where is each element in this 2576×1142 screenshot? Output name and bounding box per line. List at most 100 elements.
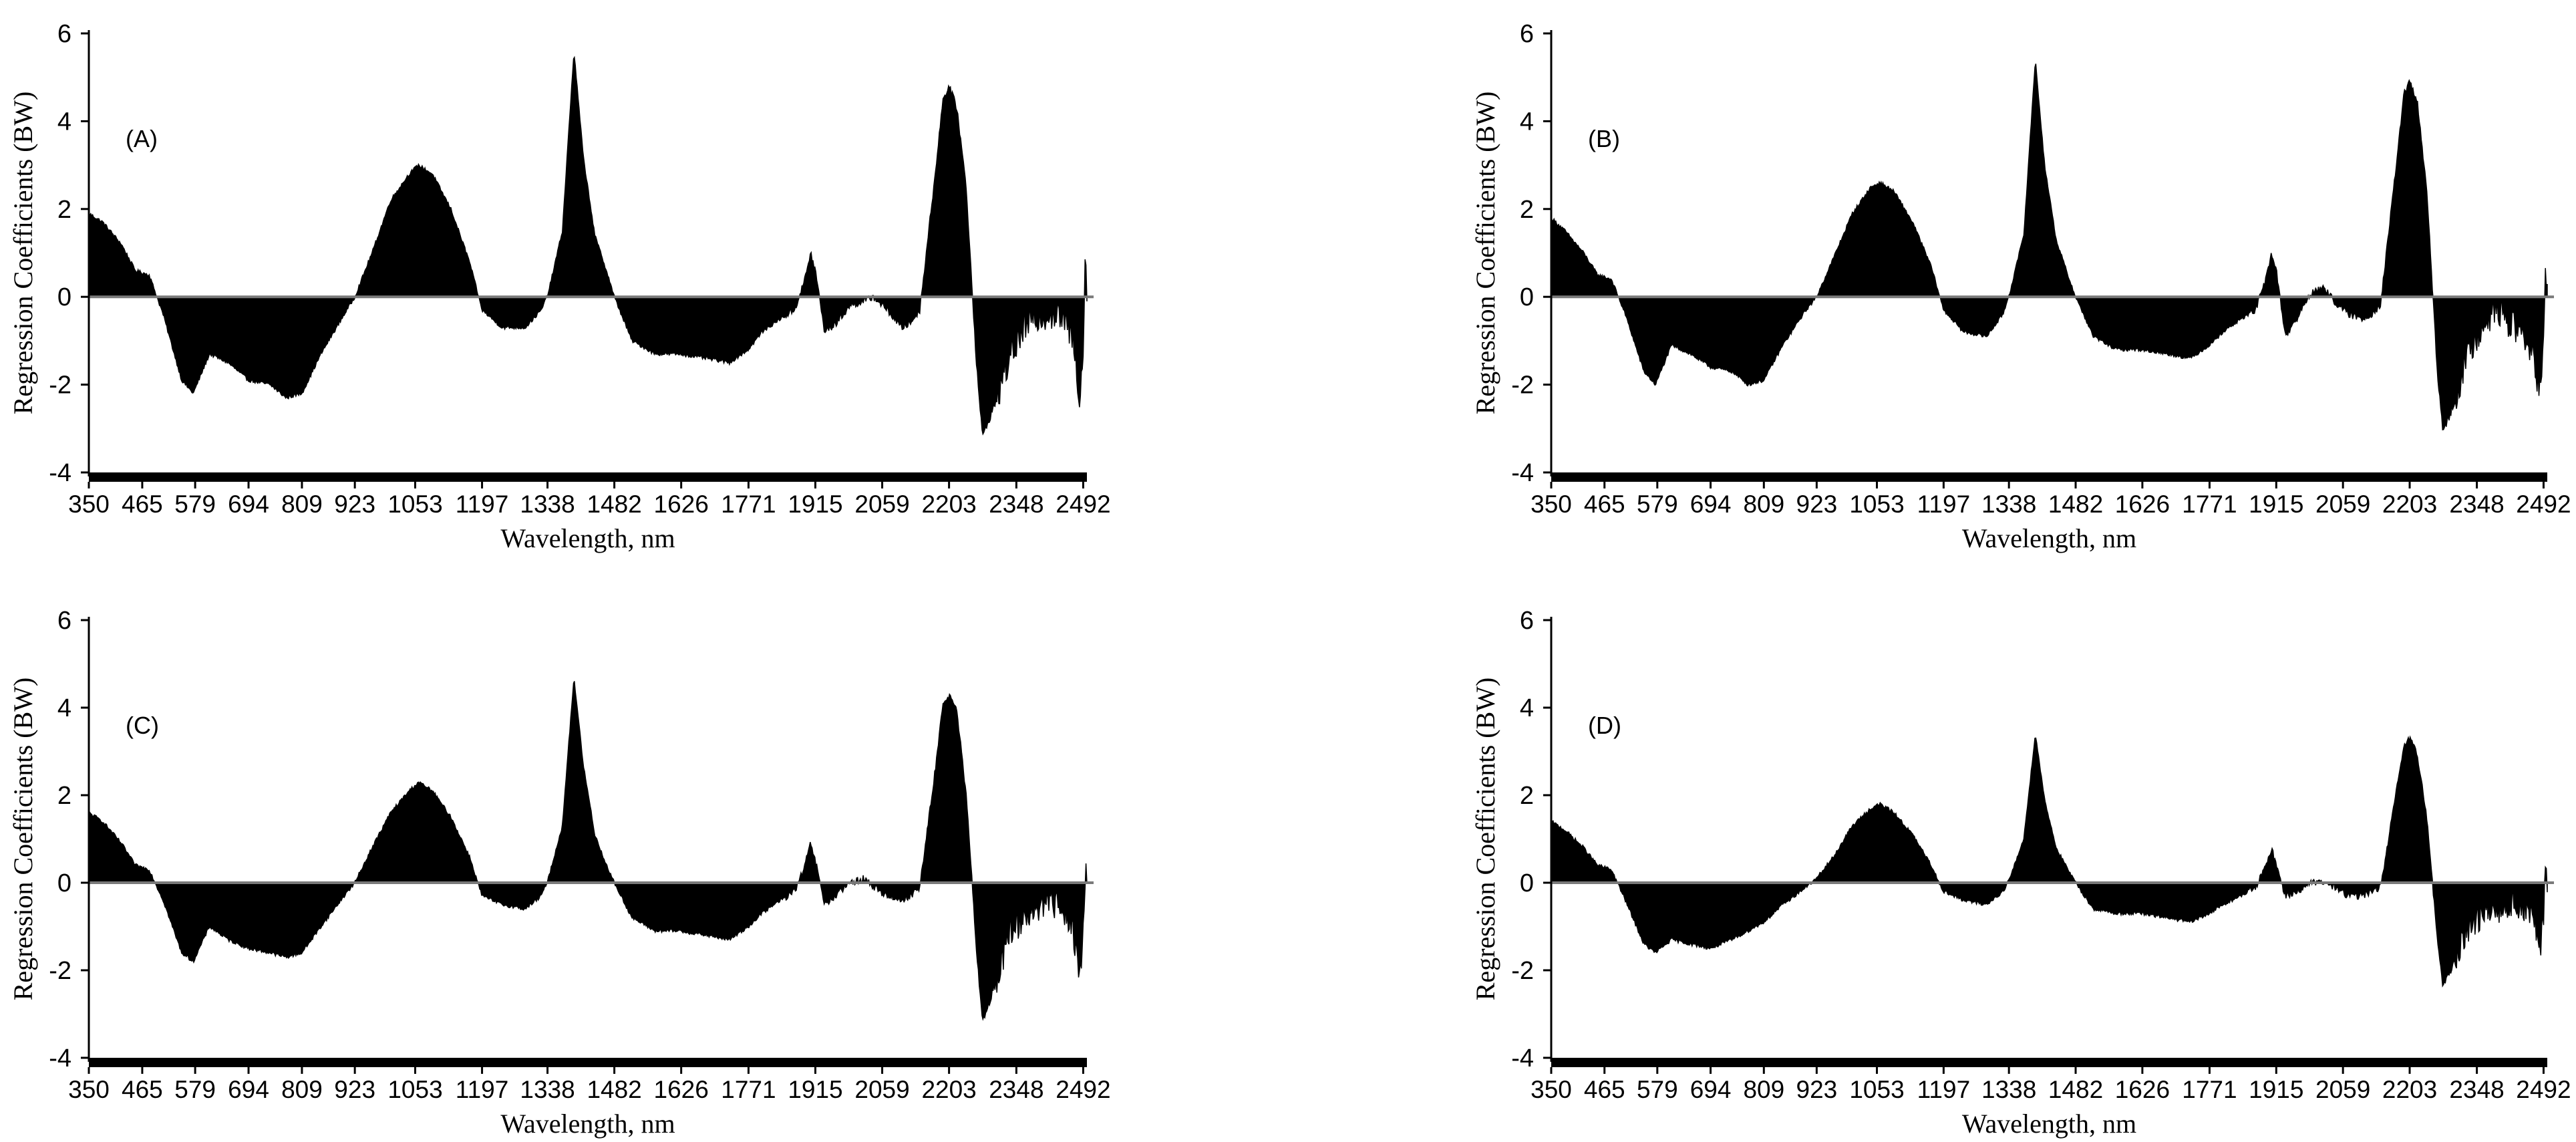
x-tick-label: 1626 <box>654 1076 709 1103</box>
x-tick-label: 2492 <box>2516 490 2571 518</box>
x-tick-label: 1482 <box>2048 1076 2103 1103</box>
x-tick-label: 579 <box>1637 490 1678 518</box>
x-tick-label: 1338 <box>1981 490 2036 518</box>
y-tick-label: -2 <box>49 957 71 985</box>
y-tick-label: 4 <box>1520 108 1534 136</box>
x-tick-label: 1482 <box>587 490 641 518</box>
y-tick-label: -4 <box>49 1044 71 1073</box>
x-tick-label: 350 <box>68 1076 110 1103</box>
x-tick-label: 2492 <box>1056 490 1110 518</box>
x-tick-label: 1771 <box>2182 1076 2237 1103</box>
y-tick-label: 6 <box>1520 607 1534 635</box>
y-tick-label: 6 <box>1520 20 1534 48</box>
panel-d: -4 -2 0 2 4 6 350 465 579 694 809 923 1053 1197 1338 14… <box>1470 607 2571 1139</box>
x-tick-label: 579 <box>1637 1076 1678 1103</box>
x-tick-label: 1338 <box>520 490 575 518</box>
x-tick-label: 2203 <box>921 1076 976 1103</box>
x-tick-label: 1197 <box>456 490 509 518</box>
y-tick-label: -4 <box>1511 1044 1534 1073</box>
x-tick-label: 809 <box>281 490 323 518</box>
x-tick-label: 923 <box>334 1076 375 1103</box>
x-tick-label: 2348 <box>989 1076 1043 1103</box>
x-tick-label: 809 <box>281 1076 323 1103</box>
series-area <box>1551 735 2548 988</box>
x-tick-label: 2492 <box>2516 1076 2571 1103</box>
x-tick-label: 1771 <box>721 1076 776 1103</box>
panel-label: (C) <box>126 712 159 739</box>
x-tick-label: 2348 <box>2449 490 2504 518</box>
y-axis-label: Regression Coefficients (BW) <box>8 92 38 415</box>
panel-label: (A) <box>126 125 158 152</box>
panel-a: -4 -2 0 2 4 6 350 465 579 694 809 923 1053 1197 1338 14… <box>8 20 1111 553</box>
panel-label: (B) <box>1588 125 1620 152</box>
x-tick-label: 1197 <box>1917 490 1971 518</box>
x-tick-label: 1626 <box>654 490 709 518</box>
series-area <box>88 681 1088 1021</box>
x-tick-label: 1626 <box>2115 1076 2170 1103</box>
x-axis-label: Wavelength, nm <box>500 523 675 553</box>
x-axis <box>1551 472 2547 482</box>
x-tick-label: 1771 <box>721 490 776 518</box>
y-tick-label: 2 <box>57 782 71 810</box>
x-tick-label: 694 <box>228 1076 269 1103</box>
y-axis-label: Regression Coefficients (BW) <box>1470 92 1500 415</box>
x-tick-label: 2203 <box>2382 490 2437 518</box>
y-tick-label: 4 <box>57 694 71 722</box>
x-tick-label: 1197 <box>456 1076 509 1103</box>
x-tick-label: 1338 <box>520 1076 575 1103</box>
panel-c: -4 -2 0 2 4 6 350 465 579 694 809 923 1053 1197 1338 14… <box>8 607 1111 1139</box>
x-axis-label: Wavelength, nm <box>1962 1109 2136 1139</box>
x-tick-label: 1053 <box>1849 490 1904 518</box>
x-tick-label: 465 <box>122 490 163 518</box>
series-area <box>88 55 1088 436</box>
x-tick-label: 2203 <box>921 490 976 518</box>
x-tick-label: 2348 <box>2449 1076 2504 1103</box>
y-tick-label: 4 <box>57 108 71 136</box>
panel-b: -4 -2 0 2 4 6 350 465 579 694 809 923 1053 1197 1338 14… <box>1470 20 2571 553</box>
y-tick-label: 2 <box>1520 196 1534 224</box>
x-tick-label: 2059 <box>854 490 909 518</box>
y-tick-label: -2 <box>1511 957 1534 985</box>
y-tick-label: -4 <box>1511 459 1534 487</box>
x-tick-label: 1626 <box>2115 490 2170 518</box>
x-tick-label: 350 <box>1531 1076 1572 1103</box>
x-tick-label: 1197 <box>1917 1076 1971 1103</box>
x-tick-label: 2203 <box>2382 1076 2437 1103</box>
y-axis-label: Regression Coefficients (BW) <box>8 678 38 1001</box>
x-tick-label: 1053 <box>387 1076 442 1103</box>
x-tick-label: 694 <box>228 490 269 518</box>
x-tick-label: 465 <box>122 1076 163 1103</box>
x-tick-label: 465 <box>1584 1076 1625 1103</box>
x-tick-label: 923 <box>1796 1076 1838 1103</box>
x-tick-label: 923 <box>1796 490 1838 518</box>
y-axis-label: Regression Coefficients (BW) <box>1470 678 1500 1001</box>
y-tick-label: 4 <box>1520 694 1534 722</box>
y-tick-label: 2 <box>1520 782 1534 810</box>
x-tick-label: 1915 <box>788 490 842 518</box>
x-tick-label: 1053 <box>387 490 442 518</box>
x-tick-label: 579 <box>174 490 216 518</box>
x-tick-label: 2059 <box>2315 1076 2370 1103</box>
x-tick-label: 694 <box>1690 490 1732 518</box>
series-area <box>1551 63 2548 431</box>
x-tick-label: 2059 <box>2315 490 2370 518</box>
x-tick-label: 1338 <box>1981 1076 2036 1103</box>
x-tick-label: 1915 <box>2249 490 2303 518</box>
y-tick-label: 0 <box>57 869 71 897</box>
y-tick-label: 0 <box>57 283 71 311</box>
x-axis <box>1551 1058 2547 1067</box>
x-axis-label: Wavelength, nm <box>1962 523 2136 553</box>
y-tick-label: 6 <box>57 607 71 635</box>
y-tick-label: 0 <box>1520 283 1534 311</box>
y-tick-label: -4 <box>49 459 71 487</box>
x-axis <box>89 1058 1087 1067</box>
x-tick-label: 809 <box>1743 1076 1784 1103</box>
x-tick-label: 579 <box>174 1076 216 1103</box>
x-tick-label: 1053 <box>1849 1076 1904 1103</box>
x-tick-label: 350 <box>1531 490 1572 518</box>
y-tick-label: -2 <box>1511 372 1534 400</box>
y-tick-label: 0 <box>1520 869 1534 897</box>
x-axis-label: Wavelength, nm <box>500 1109 675 1139</box>
